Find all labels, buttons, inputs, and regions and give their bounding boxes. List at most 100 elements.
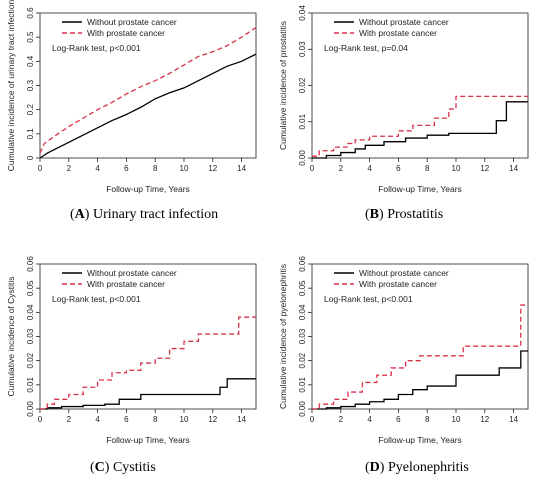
panel-a-series-line-without-prostate-cancer: [39, 53, 257, 159]
panel-a-y-tick-label: 0: [26, 155, 35, 160]
panel-b-x-tick-label: 0: [310, 164, 315, 173]
panel-a-y-tick-label: 0.2: [26, 104, 35, 116]
panel-c: 0 2 4 6 8 10 12 14 0.00 0.01 0.02 0.03 0.04 0.05 0.06 F…: [6, 256, 257, 445]
panel-a-x-tick-label: 6: [124, 164, 129, 173]
panel-c-x-tick-label: 2: [67, 415, 72, 424]
panel-b-y-tick-label: 0.02: [298, 77, 307, 93]
panel-d-x-tick-label: 0: [310, 415, 315, 424]
panel-d-y-tick-label: 0.04: [298, 304, 307, 320]
caption-a-text: Urinary tract infection: [92, 207, 219, 222]
panel-a-y-tick-label: 0.6: [26, 7, 35, 19]
panel-c-x-tick-label: 4: [95, 415, 100, 424]
panel-a-legend-label: Without prostate cancer: [87, 17, 177, 27]
caption-a-letter: A: [74, 207, 85, 222]
panel-d-legend-label: With prostate cancer: [359, 279, 437, 289]
panel-a-x-tick-label: 8: [153, 164, 158, 173]
panel-a-y-tick-label: 0.5: [26, 31, 35, 43]
panel-a-y-tick-label: 0.3: [26, 79, 35, 91]
panel-a-y-axis-title: Cumulative incidence of urinary tract in…: [6, 0, 16, 171]
panel-d-y-tick-label: 0.00: [298, 401, 307, 417]
panel-b-x-tick-label: 14: [509, 164, 518, 173]
panel-c-x-tick-label: 10: [180, 415, 189, 424]
panel-d-y-tick-label: 0.03: [298, 328, 307, 344]
panel-c-x-tick-label: 14: [237, 415, 246, 424]
panel-c-y-tick-label: 0.00: [26, 401, 35, 417]
panel-d: 0 2 4 6 8 10 12 14 0.00 0.01 0.02 0.03 0.04 0.05 0.06 F…: [278, 256, 529, 445]
panel-d-y-axis-title: Cumulative incidence of pyelonephritis: [278, 264, 288, 409]
panel-d-x-tick-label: 4: [367, 415, 372, 424]
panel-d-y-tick-label: 0.05: [298, 280, 307, 296]
panel-d-x-tick-label: 8: [425, 415, 430, 424]
panel-a-legend-label: With prostate cancer: [87, 28, 165, 38]
panel-c-series-line-with-prostate-cancer: [40, 316, 256, 410]
panel-b-y-axis-title: Cumulative incidence of prostatitis: [278, 21, 288, 150]
panel-b-y-tick-label: 0.00: [298, 150, 307, 166]
panel-a-series-line-with-prostate-cancer: [39, 26, 257, 154]
panel-c-y-tick-label: 0.02: [26, 352, 35, 368]
caption-c: (C) Cystitis: [90, 460, 156, 475]
caption-b-letter: B: [369, 207, 380, 222]
panel-a-x-tick-label: 4: [95, 164, 100, 173]
caption-b-text: Prostatitis: [387, 207, 444, 222]
panel-d-x-tick-label: 6: [396, 415, 401, 424]
panel-c-series-line-without-prostate-cancer: [40, 378, 256, 410]
caption-d: (D) Pyelonephritis: [365, 460, 469, 475]
panel-b-y-tick-label: 0.01: [298, 113, 307, 129]
panel-b-log-rank-annotation: Log-Rank test, p=0.04: [324, 43, 408, 53]
panel-a-x-tick-label: 12: [208, 164, 217, 173]
panel-d-series-line-with-prostate-cancer: [312, 304, 528, 410]
panel-d-y-tick-label: 0.02: [298, 352, 307, 368]
panel-b-legend-label: With prostate cancer: [359, 28, 437, 38]
panel-d-x-axis-title: Follow-up Time, Years: [378, 435, 462, 445]
panel-a-log-rank-annotation: Log-Rank test, p<0.001: [52, 43, 141, 53]
panel-a-x-tick-label: 14: [237, 164, 246, 173]
panel-b-legend-label: Without prostate cancer: [359, 17, 449, 27]
caption-c-letter: C: [94, 460, 105, 475]
panel-d-y-tick-label: 0.01: [298, 377, 307, 393]
panel-c-x-axis-title: Follow-up Time, Years: [106, 435, 190, 445]
panel-b-x-tick-label: 12: [480, 164, 489, 173]
panel-c-y-tick-label: 0.05: [26, 280, 35, 296]
panel-c-y-tick-label: 0.04: [26, 304, 35, 320]
panel-c-log-rank-annotation: Log-Rank test, p<0.001: [52, 294, 141, 304]
panel-b-x-axis-title: Follow-up Time, Years: [378, 184, 462, 194]
panel-a: 0 2 4 6 8 10 12 14 0 0.1 0.2 0.3 0.4 0.5 0.6 Follow-up …: [6, 0, 257, 194]
panel-c-legend-label: With prostate cancer: [87, 279, 165, 289]
panel-c-x-tick-label: 8: [153, 415, 158, 424]
panel-d-log-rank-annotation: Log-Rank test, p<0.001: [324, 294, 413, 304]
panel-c-y-tick-label: 0.03: [26, 328, 35, 344]
panel-d-x-tick-label: 14: [509, 415, 518, 424]
panel-c-legend-label: Without prostate cancer: [87, 268, 177, 278]
panel-d-x-tick-label: 10: [452, 415, 461, 424]
panel-b: 0 2 4 6 8 10 12 14 0.00 0.01 0.02 0.03 0.04 Follow-up…: [278, 5, 529, 194]
panel-b-series-line-with-prostate-cancer: [312, 95, 528, 157]
panel-b-x-tick-label: 8: [425, 164, 430, 173]
caption-d-text: Pyelonephritis: [387, 460, 469, 475]
panel-d-x-tick-label: 2: [339, 415, 344, 424]
panel-a-x-tick-label: 10: [180, 164, 189, 173]
panel-b-x-tick-label: 6: [396, 164, 401, 173]
panel-c-y-tick-label: 0.01: [26, 377, 35, 393]
panel-b-x-tick-label: 2: [339, 164, 344, 173]
panel-a-y-tick-label: 0.1: [26, 128, 35, 140]
panel-c-x-tick-label: 0: [38, 415, 43, 424]
panel-b-y-tick-label: 0.04: [298, 5, 307, 21]
panel-a-x-axis-title: Follow-up Time, Years: [106, 184, 190, 194]
panel-b-x-tick-label: 10: [452, 164, 461, 173]
caption-a: (A) Urinary tract infection: [70, 207, 219, 222]
panel-a-x-tick-label: 2: [67, 164, 72, 173]
panel-a-x-tick-label: 0: [38, 164, 43, 173]
panel-d-y-tick-label: 0.06: [298, 256, 307, 272]
panel-b-y-tick-label: 0.03: [298, 41, 307, 57]
caption-c-text: Cystitis: [112, 460, 156, 475]
panel-a-y-tick-label: 0.4: [26, 55, 35, 67]
panel-c-y-tick-label: 0.06: [26, 256, 35, 272]
panel-d-legend-label: Without prostate cancer: [359, 268, 449, 278]
panel-b-series-line-without-prostate-cancer: [312, 101, 528, 159]
caption-b: (B) Prostatitis: [365, 207, 444, 222]
panel-d-x-tick-label: 12: [480, 415, 489, 424]
panel-c-y-axis-title: Cumulative incidence of Cystitis: [6, 277, 16, 397]
panel-d-series-line-without-prostate-cancer: [312, 350, 528, 410]
panel-b-x-tick-label: 4: [367, 164, 372, 173]
caption-d-letter: D: [369, 460, 380, 475]
